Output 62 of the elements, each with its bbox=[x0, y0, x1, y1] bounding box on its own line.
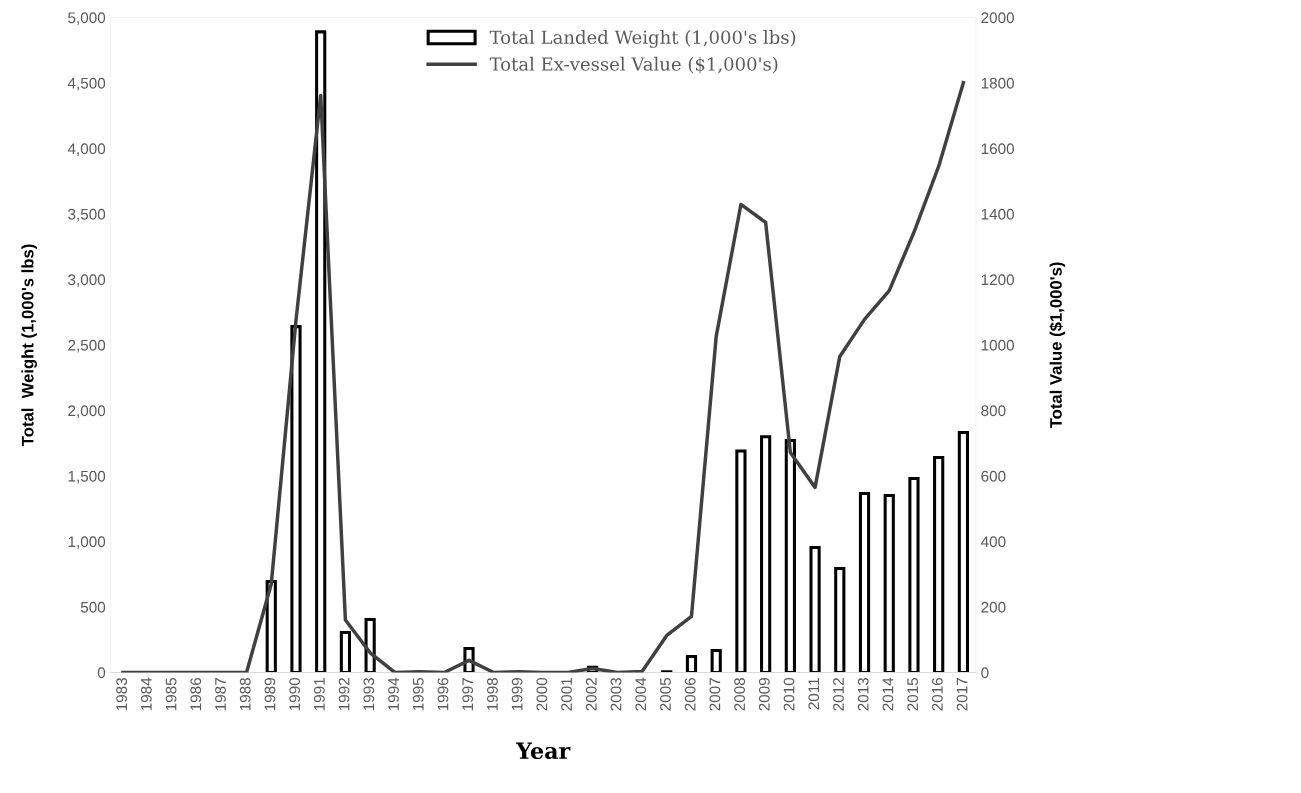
y-tick-label: 500 bbox=[80, 601, 106, 613]
x-tick-label: 2002 bbox=[585, 678, 597, 711]
x-tick-label: 1990 bbox=[289, 677, 301, 711]
x-tick-label: 1997 bbox=[462, 678, 474, 711]
x-tick-label: 2017 bbox=[956, 678, 968, 711]
y2-tick-label: 200 bbox=[981, 601, 1006, 613]
x-tick-label: 1983 bbox=[116, 677, 128, 711]
x-tick-label: 2009 bbox=[758, 678, 770, 711]
x-tick-label: 2006 bbox=[684, 677, 696, 711]
x-tick-label: 2003 bbox=[610, 677, 622, 711]
x-tick-label: 2011 bbox=[808, 678, 820, 710]
x-tick-label: 2005 bbox=[660, 677, 671, 711]
y-axis-title: Total Weight (1,000's lbs) bbox=[21, 244, 37, 446]
x-tick-label: 2000 bbox=[536, 677, 548, 711]
y2-axis-title: Total Value ($1,000's) bbox=[1049, 262, 1066, 429]
y-tick-label: 4,500 bbox=[67, 77, 106, 91]
x-axis-title: Year bbox=[515, 742, 571, 760]
x-tick-label: 1999 bbox=[511, 678, 523, 711]
x-tick-label: 1995 bbox=[412, 677, 424, 711]
y-tick-label: 1,000 bbox=[68, 536, 106, 549]
y2-tick-label: 1200 bbox=[981, 274, 1014, 286]
y-tick-label: 3,500 bbox=[68, 208, 106, 222]
y2-tick-label: 1800 bbox=[981, 77, 1014, 89]
legend-label: Total Landed Weight (1,000's lbs) bbox=[489, 30, 796, 48]
x-tick-label: 1996 bbox=[437, 677, 449, 711]
y2-tick-label: 1000 bbox=[981, 339, 1014, 351]
x-tick-label: 1992 bbox=[338, 678, 350, 711]
y2-tick-label: 1600 bbox=[981, 143, 1014, 155]
y2-tick-label: 2000 bbox=[981, 12, 1014, 24]
y-tick-label: 3,000 bbox=[68, 274, 106, 287]
y2-tick-label: 1400 bbox=[981, 208, 1014, 220]
x-tick-label: 1987 bbox=[215, 678, 226, 711]
y-tick-label: 0 bbox=[97, 667, 106, 679]
y2-tick-label: 600 bbox=[981, 470, 1006, 482]
x-tick-label: 2014 bbox=[882, 677, 894, 711]
x-tick-label: 1991 bbox=[313, 678, 325, 711]
y2-tick-label: 400 bbox=[980, 536, 1006, 548]
y-tick-label: 1,500 bbox=[68, 470, 106, 484]
x-tick-label: 1984 bbox=[140, 677, 152, 711]
x-tick-label: 2004 bbox=[635, 677, 647, 711]
x-tick-label: 2013 bbox=[857, 677, 869, 711]
x-tick-label: 2008 bbox=[734, 677, 746, 711]
x-tick-label: 1998 bbox=[487, 677, 498, 711]
x-tick-label: 2001 bbox=[561, 678, 572, 711]
y2-tick-label: 800 bbox=[981, 405, 1006, 417]
x-tick-label: 1988 bbox=[239, 677, 251, 711]
x-tick-label: 1986 bbox=[190, 677, 202, 711]
x-tick-label: 2007 bbox=[709, 678, 721, 711]
x-tick-label: 1989 bbox=[264, 678, 276, 711]
x-tick-label: 1985 bbox=[165, 677, 177, 711]
x-tick-label: 2010 bbox=[783, 677, 795, 711]
y-tick-label: 2,500 bbox=[68, 339, 106, 353]
y-tick-label: 4,000 bbox=[67, 143, 106, 156]
x-tick-label: 2012 bbox=[833, 678, 844, 711]
x-tick-label: 2016 bbox=[931, 677, 943, 711]
y2-tick-label: 0 bbox=[981, 667, 989, 679]
x-tick-label: 1994 bbox=[388, 677, 399, 711]
x-tick-label: 2015 bbox=[907, 677, 919, 711]
y-tick-label: 2,000 bbox=[68, 405, 106, 418]
y-tick-label: 5,000 bbox=[68, 12, 106, 25]
legend-label: Total Ex-vessel Value ($1,000's) bbox=[489, 56, 778, 74]
x-tick-label: 1993 bbox=[363, 677, 375, 711]
